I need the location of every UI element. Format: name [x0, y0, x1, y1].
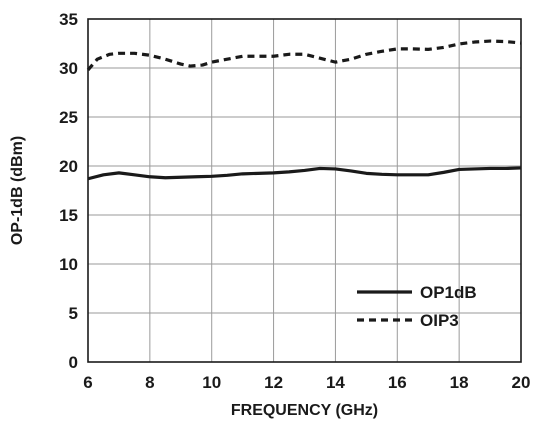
series-lines — [86, 39, 522, 181]
series-line-oip3 — [86, 39, 522, 72]
y-tick-label-35: 35 — [59, 10, 78, 29]
grid — [87, 18, 522, 363]
legend: OP1dB OIP3 — [357, 283, 477, 330]
x-tick-label-12: 12 — [264, 373, 283, 392]
x-tick-label-8: 8 — [145, 373, 154, 392]
x-axis-title: FREQUENCY (GHz) — [231, 402, 378, 419]
legend-label-op1db: OP1dB — [420, 283, 477, 302]
plot-frame — [87, 18, 522, 363]
y-tick-label-30: 30 — [59, 59, 78, 78]
y-tick-label-20: 20 — [59, 157, 78, 176]
y-tick-label-25: 25 — [59, 108, 78, 127]
legend-label-oip3: OIP3 — [420, 311, 459, 330]
y-tick-label-5: 5 — [69, 304, 78, 323]
x-tick-label-16: 16 — [388, 373, 407, 392]
y-tick-label-0: 0 — [69, 353, 78, 372]
x-tick-label-20: 20 — [512, 373, 531, 392]
series-line-op1db — [87, 166, 522, 181]
x-tick-label-18: 18 — [450, 373, 469, 392]
tick-labels: 6 8 10 12 14 16 18 20 0 5 10 15 20 25 30 35 — [59, 10, 530, 392]
y-tick-label-10: 10 — [59, 255, 78, 274]
x-tick-label-14: 14 — [326, 373, 345, 392]
y-tick-label-15: 15 — [59, 206, 78, 225]
x-tick-label-10: 10 — [202, 373, 221, 392]
x-tick-label-6: 6 — [83, 373, 92, 392]
y-axis-title: OP-1dB (dBm) — [9, 136, 26, 245]
